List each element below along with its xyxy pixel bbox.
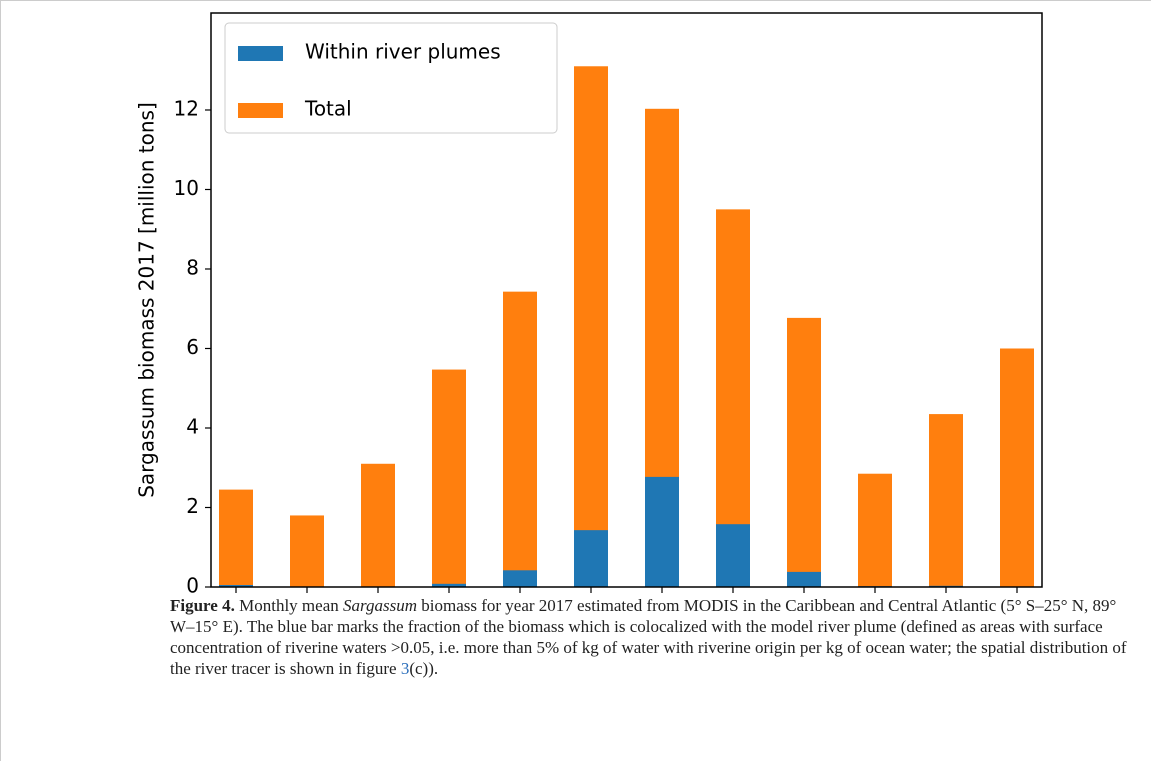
x-tick-label: A (442, 600, 456, 601)
caption-text: (c)). (409, 659, 439, 678)
bar (574, 66, 608, 587)
bar (361, 463, 395, 587)
bar (503, 570, 537, 587)
x-tick-label: S (798, 600, 811, 601)
y-axis-label: Sargassum biomass 2017 [million tons] (135, 102, 159, 498)
figure-link[interactable]: 3 (400, 659, 410, 678)
x-tick-label: D (1009, 600, 1024, 601)
bar (716, 524, 750, 587)
x-tick-label: F (301, 600, 313, 601)
x-tick-label: M (369, 600, 386, 601)
bar (432, 369, 466, 587)
chart: Sargassum biomass 2017 [million tons] 0 2… (135, 12, 1043, 601)
y-tick-label: 6 (186, 335, 199, 359)
caption: Figure 4. Monthly mean Sargassum biomass… (170, 595, 1135, 679)
bar (432, 583, 466, 587)
bar (503, 291, 537, 587)
plot-frame (210, 12, 1043, 588)
bar (290, 515, 324, 587)
bar (787, 317, 821, 587)
x-tick-label: A (726, 600, 740, 601)
bar (645, 476, 679, 587)
legend-box (224, 22, 558, 134)
legend-swatch (238, 103, 283, 118)
y-tick-label: 8 (186, 255, 199, 279)
bar (858, 473, 892, 587)
legend-label: Total (304, 97, 352, 121)
y-tick-label: 4 (186, 414, 199, 438)
x-tick-label: J (586, 600, 594, 601)
x-tick-label: O (867, 600, 883, 601)
x-tick-label: N (939, 600, 954, 601)
x-tick-label: J (231, 600, 239, 601)
y-tick-label: 12 (174, 96, 199, 120)
bar (787, 571, 821, 587)
bar (219, 489, 253, 587)
x-tick-label: J (657, 600, 665, 601)
legend-label: Within river plumes (305, 40, 501, 64)
bar (219, 585, 253, 587)
y-tick-label: 0 (186, 574, 199, 598)
caption-label: Figure 4. (170, 596, 235, 615)
caption-italic: Sargassum (343, 596, 417, 615)
bar (716, 209, 750, 588)
bar (1000, 348, 1034, 587)
legend-swatch (238, 46, 283, 61)
y-tick-label: 10 (174, 176, 199, 200)
y-tick-label: 2 (186, 494, 199, 518)
bar (574, 530, 608, 587)
x-tick-label: M (511, 600, 528, 601)
caption-text: Monthly mean (234, 596, 343, 615)
bar (929, 414, 963, 587)
caption-text: biomass for year 2017 estimated from MOD… (170, 596, 1127, 678)
